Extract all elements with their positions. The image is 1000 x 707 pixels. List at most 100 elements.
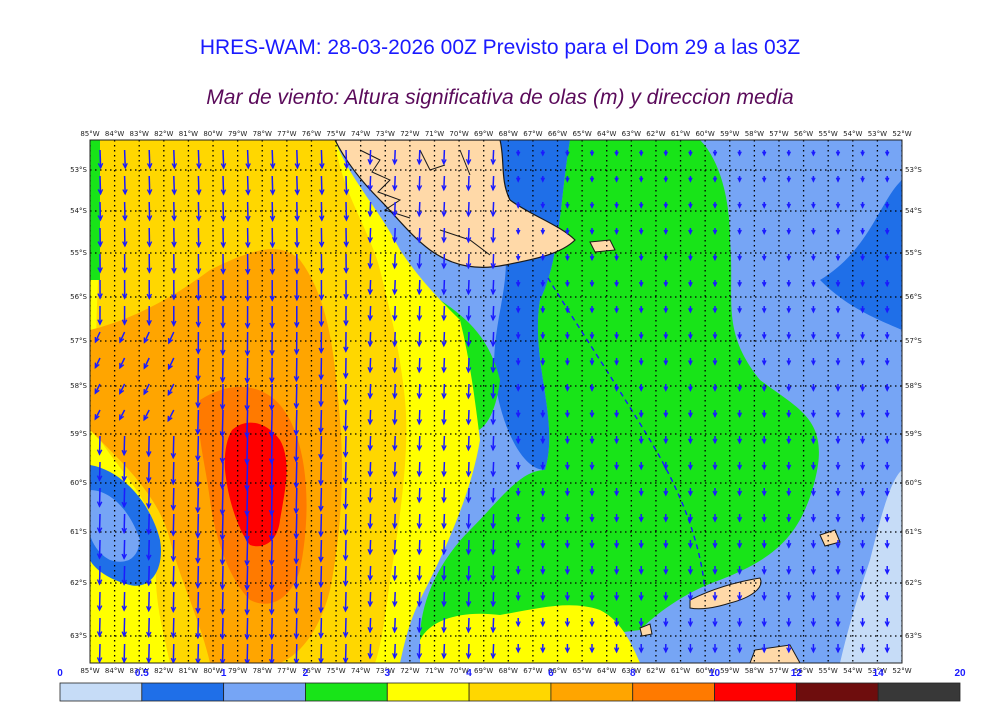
arrow-head <box>811 177 816 183</box>
wave-direction-arrow <box>147 487 150 508</box>
arrow-head <box>860 412 866 419</box>
wave-direction-arrow <box>320 175 323 195</box>
arrow-head <box>811 307 816 314</box>
wave-direction-arrow <box>393 279 396 294</box>
arrow-head <box>167 363 173 371</box>
arrow-head <box>835 177 841 183</box>
lon-label-bottom: 77°W <box>277 667 296 675</box>
wave-direction-arrow <box>369 565 372 580</box>
arrow-head <box>688 151 693 157</box>
arrow-head <box>860 177 865 183</box>
arrow-head <box>712 151 718 157</box>
arrow-head <box>663 386 669 392</box>
wave-direction-arrow <box>246 617 249 639</box>
arrow-head <box>860 569 866 575</box>
wave-direction-arrow <box>393 357 396 372</box>
arrow-head <box>540 177 546 183</box>
colorbar-label: 20 <box>954 668 966 679</box>
arrow-head <box>564 621 571 628</box>
arrow-head <box>416 185 423 192</box>
arrow-head <box>416 237 423 244</box>
wave-direction-arrow <box>172 565 175 587</box>
arrow-head <box>465 315 472 322</box>
arrow-head <box>319 163 325 170</box>
lat-label-right: 53°S <box>905 166 922 174</box>
wave-direction-arrow <box>221 643 224 663</box>
wave-direction-arrow <box>147 539 150 560</box>
lon-label-bottom: 80°W <box>203 667 222 675</box>
lon-label-bottom: 68°W <box>499 667 518 675</box>
arrow-head <box>392 367 398 374</box>
colorbar <box>59 682 961 702</box>
wave-direction-arrow <box>197 591 200 613</box>
arrow-head <box>687 516 693 523</box>
arrow-head <box>786 516 792 523</box>
wave-direction-arrow <box>418 279 421 294</box>
bottom-lon-labels: 85°W 84°W 83°W 82°W 81°W 80°W 79°W 78°W 77°W 76°W… <box>80 667 911 675</box>
wave-direction-arrow <box>119 357 126 369</box>
lon-label-top: 53°W <box>868 130 887 138</box>
wave-direction-arrow <box>172 617 175 638</box>
lon-label-top: 65°W <box>572 130 591 138</box>
arrow-head <box>589 516 595 523</box>
arrow-head <box>614 334 619 340</box>
wave-direction-arrow <box>221 591 224 614</box>
arrow-head <box>171 163 178 170</box>
lon-label-top: 52°W <box>892 130 911 138</box>
wave-direction-arrow <box>295 409 298 435</box>
wave-direction-arrow <box>369 591 372 606</box>
arrow-head <box>96 475 103 482</box>
wave-direction-arrow <box>418 487 421 502</box>
arrow-head <box>564 516 570 523</box>
arrow-head <box>416 341 423 348</box>
arrow-head <box>441 549 447 556</box>
arrow-head <box>392 211 398 218</box>
arrow-head <box>540 386 546 392</box>
arrow-head <box>884 516 890 523</box>
arrow-head <box>195 375 201 382</box>
arrow-head <box>441 471 447 478</box>
arrow-head <box>244 295 251 302</box>
dashed-boundary <box>547 277 706 591</box>
wave-direction-arrow <box>167 383 175 396</box>
arrow-head <box>614 490 620 497</box>
arrow-head <box>712 334 718 340</box>
wave-direction-arrow <box>295 565 298 589</box>
arrow-head <box>687 464 693 471</box>
arrow-head <box>318 556 324 563</box>
arrow-head <box>860 464 866 471</box>
lon-label-top: 80°W <box>203 130 222 138</box>
wave-direction-arrow <box>221 461 224 489</box>
arrow-head <box>564 438 570 445</box>
lon-label-top: 74°W <box>351 130 370 138</box>
arrow-head <box>490 601 496 608</box>
wave-direction-arrow <box>393 591 396 606</box>
land-islet <box>589 239 616 253</box>
arrow-head <box>195 632 201 640</box>
arrow-head <box>195 532 201 539</box>
arrow-head <box>737 569 743 575</box>
wave-direction-arrow <box>467 539 470 554</box>
arrow-head <box>392 575 398 582</box>
arrow-head <box>195 215 202 222</box>
arrow-head <box>540 438 546 445</box>
colorbar-segment <box>795 682 879 702</box>
arrow-head <box>342 399 349 406</box>
lon-label-bottom: 69°W <box>474 667 493 675</box>
arrow-head <box>860 203 865 209</box>
arrow-head <box>367 523 373 530</box>
arrow-head <box>121 267 128 274</box>
arrow-head <box>884 307 890 314</box>
arrow-head <box>490 315 496 322</box>
lon-label-bottom: 78°W <box>253 667 272 675</box>
arrow-head <box>663 412 669 419</box>
arrow-head <box>761 438 767 445</box>
arrow-head <box>244 634 250 641</box>
arrow-head <box>96 605 103 612</box>
arrow-head <box>786 281 792 288</box>
arrow-head <box>687 386 693 392</box>
wave-direction-arrow <box>418 565 421 580</box>
arrow-head <box>146 502 152 510</box>
arrow-head <box>367 393 373 400</box>
arrow-head <box>515 464 521 471</box>
